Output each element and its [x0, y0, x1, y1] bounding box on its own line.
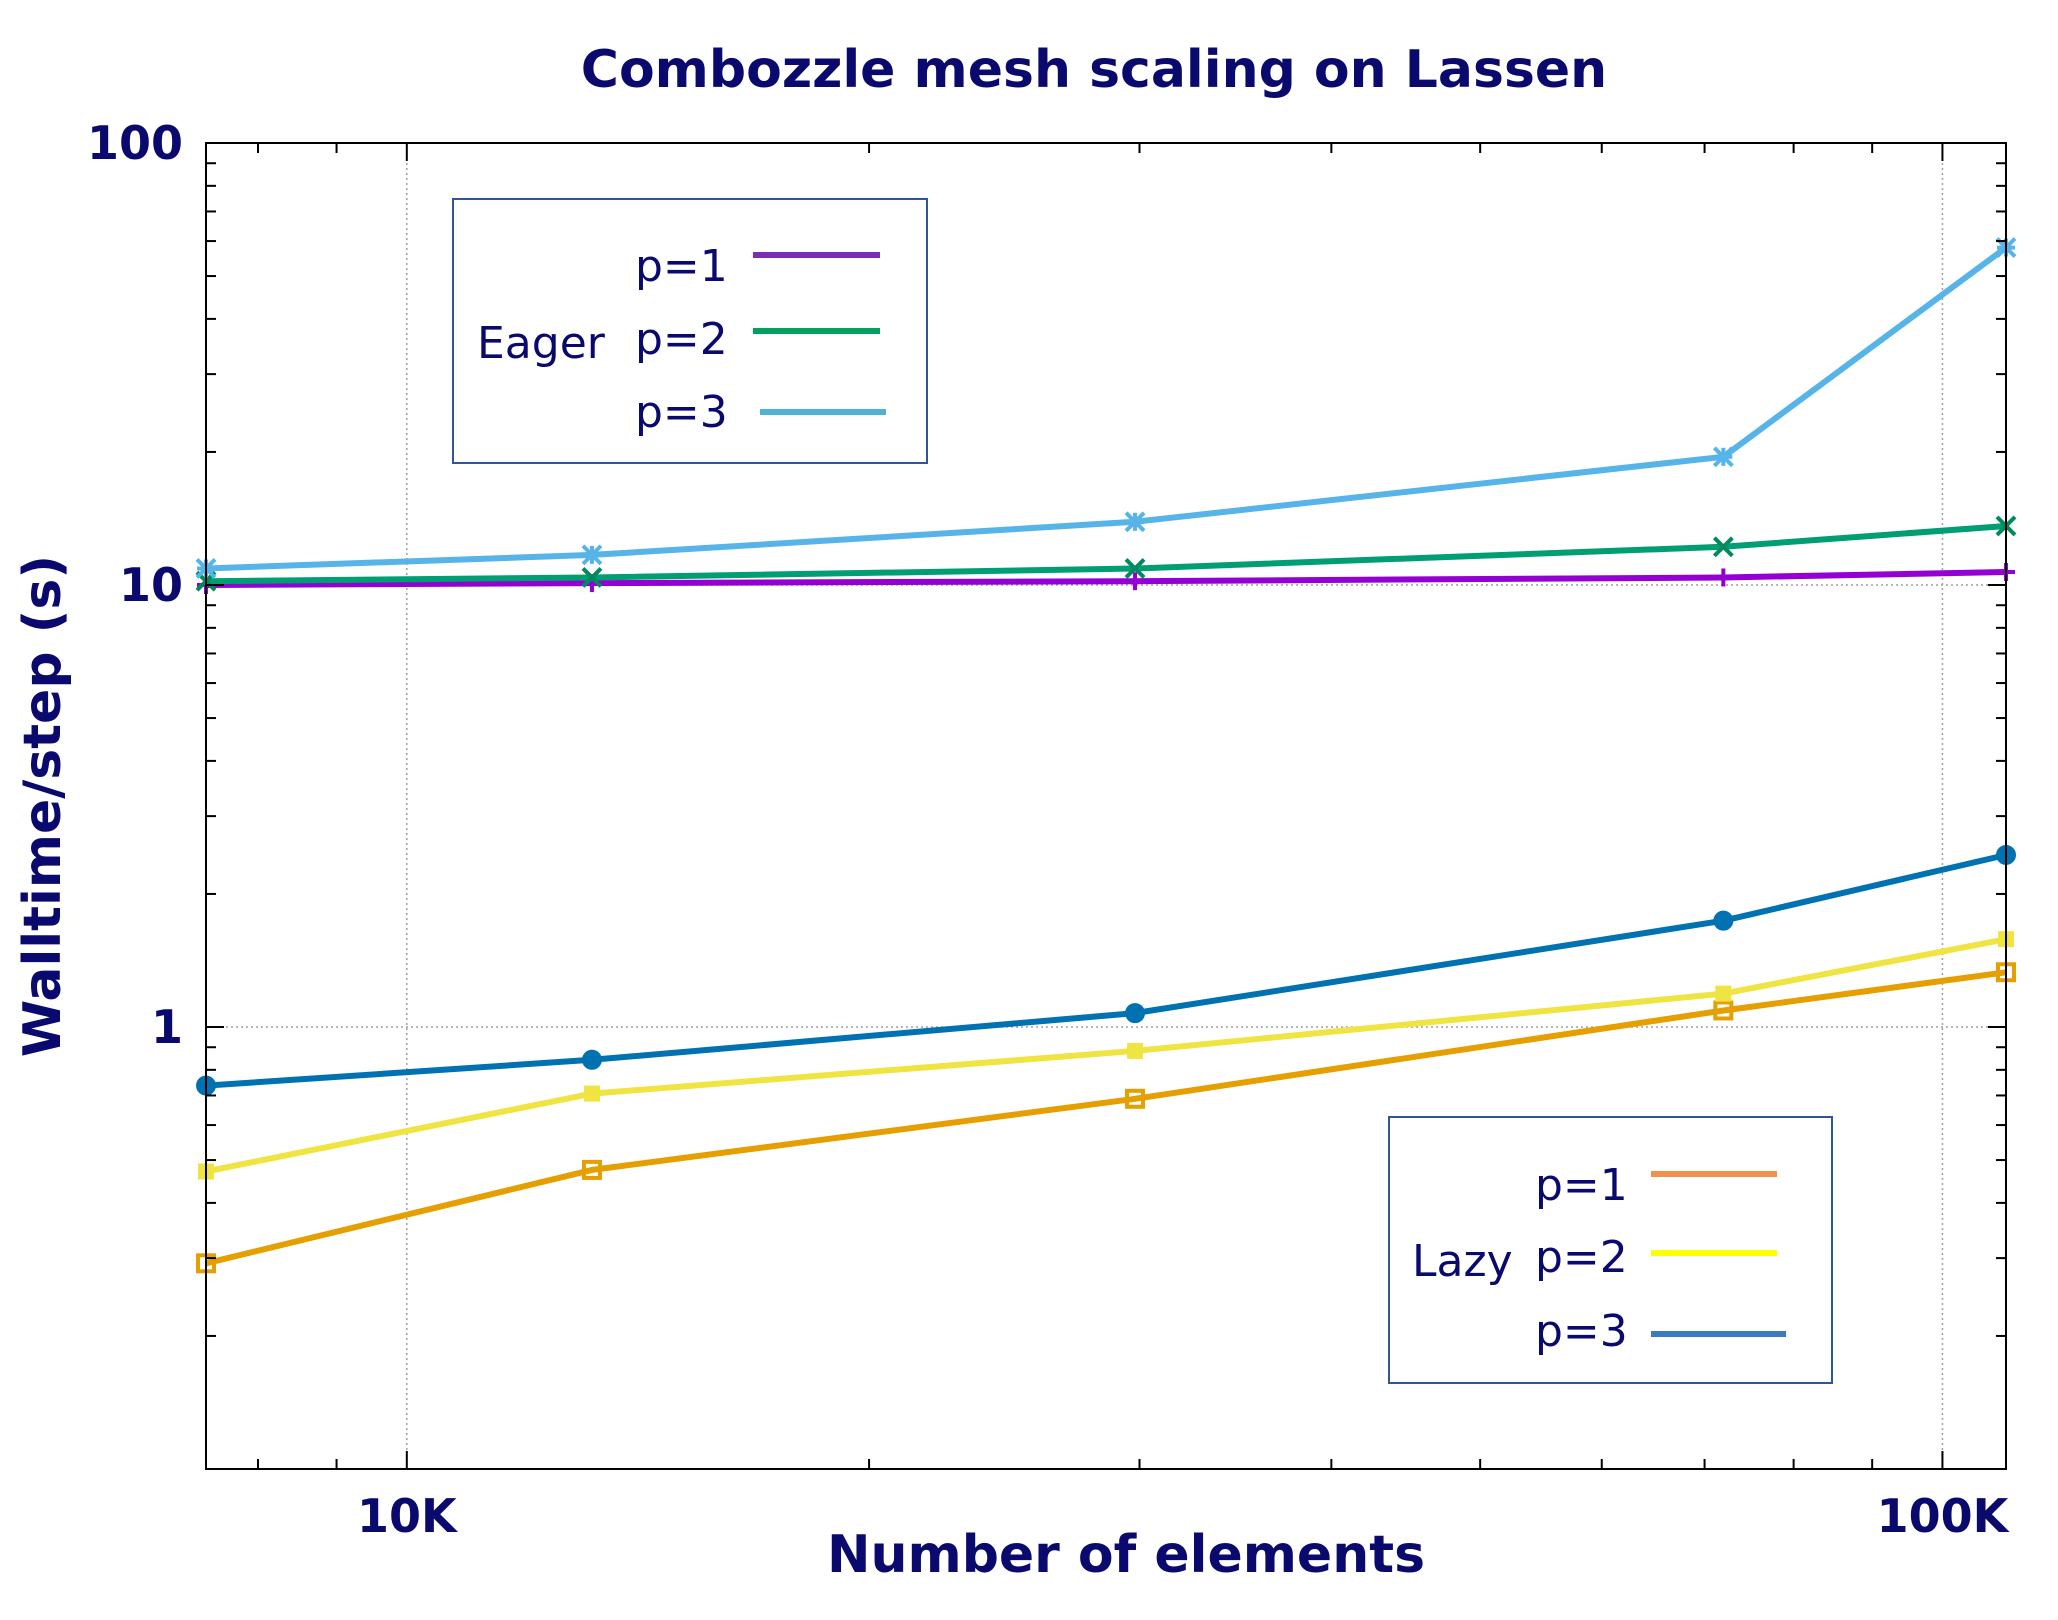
plot-frame	[205, 142, 2007, 1470]
data-point	[1125, 1088, 1146, 1109]
legend-eager: Eager p=1 p=2 p=3	[452, 198, 928, 464]
legend-lazy-entry-p3: p=3	[1535, 1306, 1628, 1357]
data-point	[1125, 1003, 1146, 1024]
series-lazy-p3	[196, 844, 2016, 1096]
data-point	[581, 1159, 602, 1180]
legend-lazy-entry-p2: p=2	[1535, 1232, 1628, 1283]
y-tick-label: 1	[151, 1000, 183, 1054]
x-axis-label: Number of elements	[827, 1525, 1425, 1585]
series-layer	[195, 237, 2017, 1274]
ticks: 10K 100K 1 10 100	[87, 116, 2011, 1543]
data-point-d	[1124, 558, 1146, 579]
data-point	[581, 1049, 602, 1070]
data-point	[1713, 910, 1734, 931]
series-lazy-p2	[198, 931, 2014, 1180]
data-point-d	[581, 567, 603, 588]
data-point	[1127, 1042, 1144, 1059]
y-tick-label: 10	[119, 558, 183, 612]
y-axis-label: Walltime/step (s)	[13, 555, 73, 1057]
data-point-d	[1712, 536, 1734, 558]
x-tick-label: 10K	[357, 1489, 459, 1543]
legend-eager-entry-p2: p=2	[635, 314, 728, 365]
data-point	[1713, 1000, 1734, 1021]
data-point	[583, 1085, 600, 1102]
y-tick-label: 100	[87, 116, 183, 170]
x-tick-label: 100K	[1877, 1489, 2011, 1543]
chart-title: Combozzle mesh scaling on Lassen	[581, 40, 1607, 100]
legend-eager-entry-p1: p=1	[635, 241, 728, 292]
legend-eager-entry-p3: p=3	[635, 387, 728, 438]
data-point	[1715, 985, 1732, 1002]
legend-lazy-group-label: Lazy	[1412, 1236, 1513, 1287]
series-line	[205, 969, 2007, 1267]
legend-lazy-entry-p1: p=1	[1535, 1160, 1628, 1211]
legend-lazy: Lazy p=1 p=2 p=3	[1388, 1116, 1833, 1384]
legend-eager-group-label: Eager	[477, 318, 606, 369]
